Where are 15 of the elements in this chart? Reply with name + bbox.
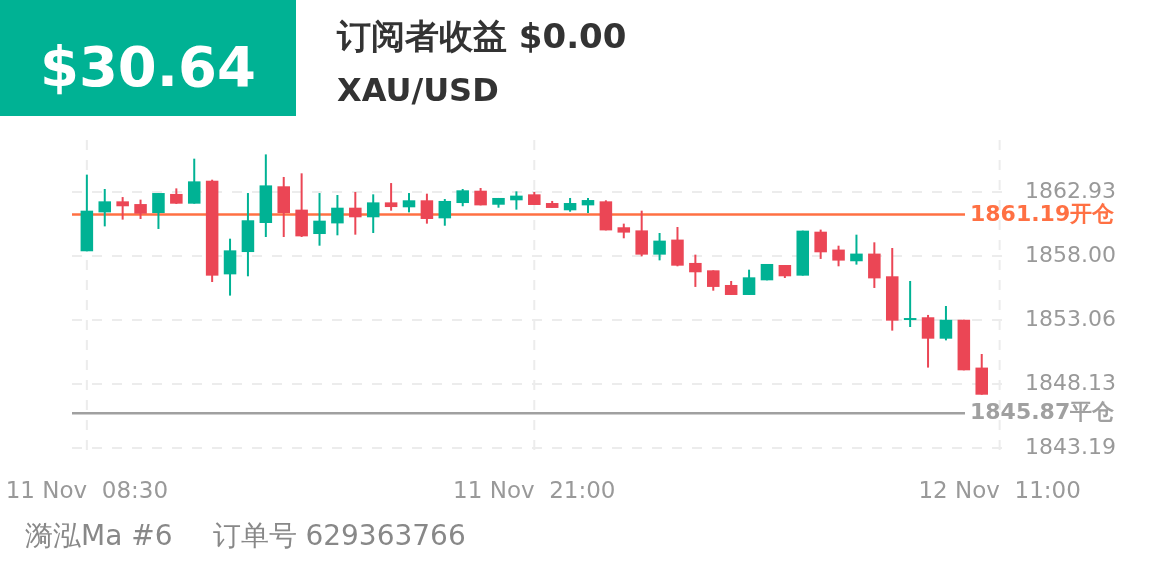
chart-title: 订阅者收益 $0.00 [336, 16, 627, 56]
header: $30.64 [0, 0, 296, 116]
chart-subtitle: XAU/USD [337, 71, 499, 109]
y-tick-label: 1848.13 [1025, 369, 1116, 395]
ref-line-label: 1845.87平仓 [970, 399, 1116, 425]
x-tick-label: 12 Nov 11:00 [918, 477, 1081, 503]
x-tick-label: 11 Nov 08:30 [5, 477, 169, 503]
ref-line-label: 1861.19开仓 [970, 200, 1116, 226]
y-tick-label: 1853.06 [1025, 306, 1116, 331]
x-tick-label: 11 Nov 21:00 [453, 477, 616, 503]
text: 订单号 629363766 [212, 519, 466, 552]
y-tick-label: 1843.19 [1025, 434, 1116, 459]
y-tick-label: 1858.00 [1025, 241, 1116, 267]
y-tick-label: 1862.93 [1025, 178, 1116, 203]
text: 漪泓Ma #6 [25, 519, 173, 552]
